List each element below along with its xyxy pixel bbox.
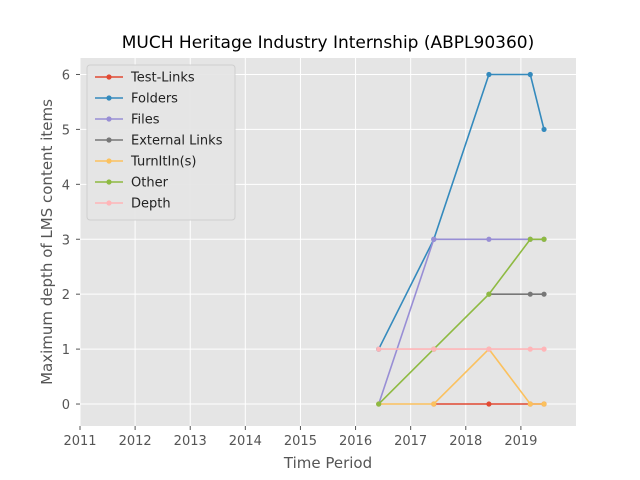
legend-marker-external-links [106, 137, 112, 143]
legend-label-folders: Folders [131, 92, 178, 107]
series-lines [376, 71, 547, 407]
legend-marker-test-links [106, 74, 112, 80]
data-point-other [486, 291, 492, 297]
data-point-external-links [541, 291, 547, 297]
data-point-external-links [527, 291, 533, 297]
legend-label-depth: Depth [131, 197, 171, 212]
legend-marker-turnitin-s [106, 158, 112, 164]
y-tick-label: 5 [62, 123, 70, 138]
legend-marker-files [106, 116, 112, 122]
legend-marker-depth [106, 200, 112, 206]
data-point-other [376, 401, 382, 407]
x-axis-ticks: 2011 2012 2013 2014 2015 2016 2017 2018 2019 [63, 426, 537, 449]
x-tick-label: 2011 [63, 434, 96, 449]
y-tick-label: 2 [62, 288, 70, 303]
y-tick-label: 0 [62, 398, 70, 413]
y-axis-ticks: 0 1 2 3 4 5 6 [62, 68, 80, 413]
data-point-depth [376, 346, 382, 352]
data-point-folders [541, 126, 547, 133]
legend-box [86, 64, 236, 221]
data-point-depth [431, 346, 437, 352]
data-point-turnitin-s [527, 401, 533, 407]
y-tick-label: 1 [62, 343, 70, 358]
data-point-turnitin-s [541, 401, 547, 407]
data-point-depth [527, 346, 533, 352]
data-point-other [541, 236, 547, 242]
x-axis-label: Time Period [283, 454, 372, 472]
x-tick-label: 2019 [504, 434, 537, 449]
data-point-depth [486, 346, 492, 352]
legend-marker-other [106, 179, 112, 185]
x-tick-label: 2012 [119, 434, 152, 449]
legend-label-test-links: Test-Links [130, 71, 195, 86]
legend-label-other: Other [131, 176, 169, 191]
data-point-files [431, 236, 437, 242]
data-point-folders [527, 71, 533, 78]
y-tick-label: 3 [62, 233, 70, 248]
data-point-test-links [486, 401, 492, 407]
x-tick-label: 2018 [449, 434, 482, 449]
legend-label-files: Files [131, 113, 160, 128]
x-tick-label: 2013 [174, 434, 207, 449]
legend: Test-Links Folders Files External Links Turn… [86, 64, 236, 221]
x-tick-label: 2016 [339, 434, 372, 449]
y-tick-label: 4 [62, 178, 70, 193]
data-point-files [486, 236, 492, 242]
x-tick-label: 2017 [394, 434, 427, 449]
data-point-other [527, 236, 533, 242]
data-point-folders [486, 71, 492, 78]
legend-marker-folders [106, 95, 112, 101]
data-point-depth [541, 346, 547, 352]
y-axis-label: Maximum depth of LMS content items [38, 99, 56, 385]
chart-title: MUCH Heritage Industry Internship (ABPL9… [122, 33, 534, 53]
legend-label-external-links: External Links [131, 134, 223, 149]
legend-label-turnitin-s: TurnItIn(s) [130, 155, 196, 170]
x-tick-label: 2015 [284, 434, 317, 449]
y-tick-label: 6 [62, 68, 70, 83]
x-tick-label: 2014 [229, 434, 262, 449]
data-point-turnitin-s [431, 401, 437, 407]
